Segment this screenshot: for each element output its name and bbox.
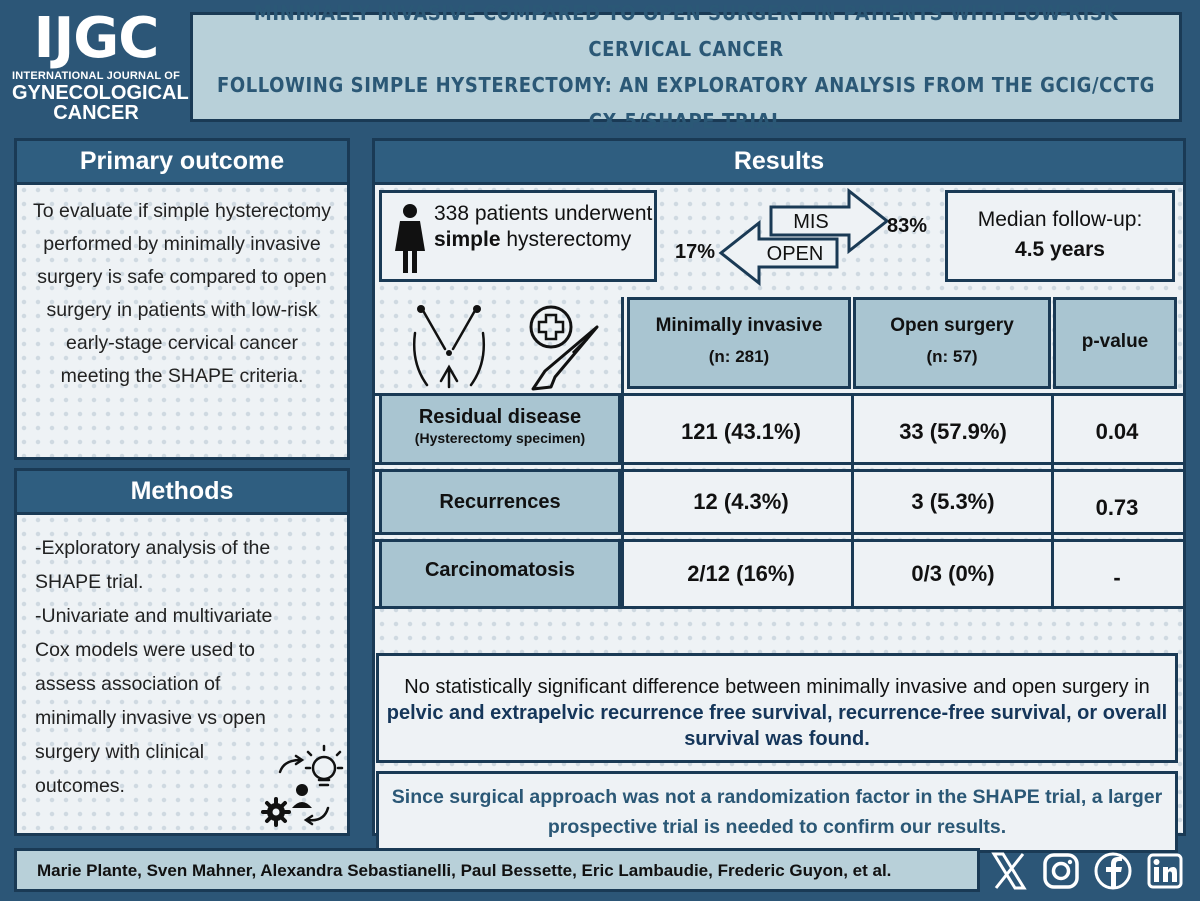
followup-box: Median follow-up: 4.5 years — [945, 190, 1175, 282]
carcinomatosis-open: 0/3 (0%) — [853, 561, 1053, 587]
row-label-residual-disease: Residual disease (Hysterectomy specimen) — [379, 393, 621, 465]
title-line1: Minimally invasive compared to open surg… — [253, 1, 1119, 61]
patients-text-pre: 338 patients underwent — [434, 202, 653, 225]
female-patient-icon — [395, 204, 425, 273]
mis-open-arrows: MIS OPEN — [718, 187, 890, 287]
recurrences-mis: 12 (4.3%) — [631, 489, 851, 515]
primary-outcome-heading: Primary outcome — [17, 141, 347, 185]
methods-line2: -Univariate and multivariate Cox models … — [35, 605, 273, 797]
row-label-carcinomatosis: Carcinomatosis — [379, 539, 621, 609]
patients-box: 338 patients underwent simple hysterecto… — [379, 190, 657, 282]
scalpel-medical-icon — [529, 305, 599, 391]
col-header-p-value: p-value — [1053, 297, 1177, 389]
col3-label: p-value — [1081, 331, 1149, 352]
col-divider-2 — [1051, 393, 1054, 609]
primary-outcome-panel: Primary outcome To evaluate if simple hy… — [14, 138, 350, 460]
instagram-icon[interactable] — [1038, 848, 1084, 894]
row-label-recurrences: Recurrences — [379, 469, 621, 535]
workflow-lightbulb-icon — [261, 744, 344, 827]
mis-percent: 83% — [887, 215, 928, 237]
methods-heading: Methods — [17, 471, 347, 515]
open-arrow — [718, 219, 839, 287]
col-divider-0 — [621, 297, 624, 609]
logo-line3: CANCER — [53, 102, 139, 124]
recurrences-p: 0.73 — [1057, 495, 1177, 521]
open-percent: 17% — [675, 241, 716, 263]
title-line2: following simple hysterectomy: an explor… — [216, 73, 1156, 133]
authors-text: Marie Plante, Sven Mahner, Alexandra Seb… — [37, 861, 892, 880]
carcinomatosis-mis: 2/12 (16%) — [631, 561, 851, 587]
facebook-icon[interactable] — [1090, 848, 1136, 894]
carcinomatosis-p: - — [1057, 565, 1177, 591]
linkedin-icon[interactable] — [1142, 848, 1188, 894]
methods-panel: Methods -Exploratory analysis of the SHA… — [14, 468, 350, 836]
results-heading: Results — [375, 141, 1183, 185]
x-twitter-icon[interactable] — [986, 848, 1032, 894]
primary-outcome-text: To evaluate if simple hysterectomy perfo… — [32, 200, 332, 387]
residual-sublabel: (Hysterectomy specimen) — [414, 430, 586, 446]
col-header-open-surgery: Open surgery (n: 57) — [853, 297, 1051, 389]
patients-text-post: hysterectomy — [500, 228, 632, 251]
followup-value: 4.5 years — [1015, 238, 1105, 261]
logo-line1: INTERNATIONAL JOURNAL OF — [12, 70, 180, 82]
residual-open: 33 (57.9%) — [853, 419, 1053, 445]
journal-logo: IJGC INTERNATIONAL JOURNAL OF GYNECOLOGI… — [12, 6, 189, 128]
col1-n: (n: 281) — [708, 347, 770, 366]
recurrences-open: 3 (5.3%) — [853, 489, 1053, 515]
followup-label: Median follow-up: — [977, 208, 1143, 231]
col2-label: Open surgery — [890, 315, 1014, 336]
mis-arrow — [769, 187, 890, 255]
methods-line1: -Exploratory analysis of the SHAPE trial… — [35, 537, 271, 593]
col-divider-1 — [851, 393, 854, 609]
pelvis-surgery-icon — [413, 305, 485, 389]
col1-label: Minimally invasive — [655, 315, 823, 336]
patients-text-bold: simple — [434, 228, 501, 251]
title-banner: Minimally invasive compared to open surg… — [190, 1, 1182, 133]
logo-acronym: IJGC — [33, 6, 160, 71]
methods-text: -Exploratory analysis of the SHAPE trial… — [17, 515, 347, 803]
open-arrow-label: OPEN — [767, 243, 824, 265]
col2-n: (n: 57) — [926, 347, 978, 366]
mis-arrow-label: MIS — [793, 211, 829, 233]
col-header-minimally-invasive: Minimally invasive (n: 281) — [627, 297, 851, 389]
authors-footer: Marie Plante, Sven Mahner, Alexandra Seb… — [14, 848, 980, 892]
residual-p: 0.04 — [1057, 419, 1177, 445]
residual-label: Residual disease — [418, 406, 582, 428]
results-panel: Results 338 patients underwent simple hy… — [372, 138, 1186, 836]
logo-line2: GYNECOLOGICAL — [12, 82, 189, 104]
residual-mis: 121 (43.1%) — [631, 419, 851, 445]
results-body: 338 patients underwent simple hysterecto… — [375, 185, 1183, 833]
